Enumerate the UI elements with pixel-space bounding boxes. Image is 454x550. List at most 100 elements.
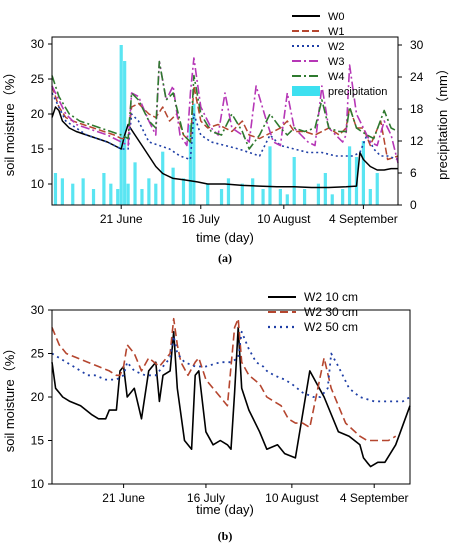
precip-bar: [119, 45, 123, 205]
panel-label: (a): [218, 251, 232, 265]
precip-bar: [341, 189, 345, 205]
legend-label: W2 50 cm: [304, 320, 358, 334]
legend: W0 W1 W2 W3 W4 precipitation: [292, 11, 387, 98]
series-lines: [51, 57, 399, 189]
precip-bar: [375, 173, 379, 205]
y2-tick-label: 18: [410, 102, 424, 116]
legend-swatch: [292, 86, 320, 96]
legend-label: W2 30 cm: [304, 305, 358, 319]
y-tick-label: 15: [31, 142, 45, 156]
y-tick-label: 25: [31, 347, 45, 361]
precip-bar: [109, 183, 113, 205]
y-tick-label: 20: [31, 390, 45, 404]
series-line-w4: [51, 60, 399, 150]
precip-bar: [181, 178, 186, 205]
y-tick-label: 30: [31, 303, 45, 317]
series-line-w2-30-cm: [51, 317, 397, 442]
legend-label: W3: [328, 56, 345, 68]
x-tick-label: 16 July: [187, 491, 225, 505]
x-axis-label: time (day): [196, 230, 254, 245]
plot-frame: [51, 36, 399, 206]
y-axis-right: 0 6 12 18 24 30: [398, 38, 424, 212]
precip-bar: [140, 189, 144, 205]
precip-bar: [192, 103, 196, 205]
precip-bar: [292, 157, 296, 205]
y2-tick-label: 30: [410, 38, 424, 52]
series-line-w2: [51, 92, 399, 161]
x-tick-label: 10 August: [257, 212, 311, 226]
x-tick-label: 4 September: [340, 491, 409, 505]
legend-label: precipitation: [328, 86, 387, 98]
precip-bar: [91, 189, 96, 205]
series-line-w3: [51, 57, 399, 164]
y-tick-label: 15: [31, 434, 45, 448]
precip-bar: [188, 125, 192, 205]
precip-bar: [126, 183, 130, 205]
y-tick-label: 10: [31, 477, 45, 491]
y-tick-label: 10: [31, 177, 45, 191]
x-tick-label: 16 July: [182, 212, 220, 226]
x-tick-label: 10 August: [265, 491, 319, 505]
y2-axis-label: precipitation（mm）: [435, 62, 450, 180]
y2-tick-label: 24: [410, 70, 424, 84]
legend-label: W0: [328, 11, 345, 23]
precip-bar: [261, 189, 265, 205]
y-axis-left: 10 15 20 25 30: [31, 37, 52, 191]
precip-bar: [161, 151, 165, 205]
precip-bar: [361, 141, 365, 205]
x-tick-label: 21 June: [100, 212, 143, 226]
precip-bar: [116, 189, 120, 205]
series-line-w2-10-cm: [51, 326, 411, 468]
precip-bar: [171, 167, 175, 205]
x-tick-label: 4 September: [329, 212, 398, 226]
x-axis-label: time (day): [196, 502, 254, 517]
precip-bar: [347, 146, 352, 205]
precip-bar: [219, 189, 224, 205]
series-line-w1: [51, 85, 399, 161]
precip-bar: [81, 178, 85, 205]
series-lines: [51, 317, 411, 468]
x-axis: 21 June 16 July 10 August 4 September: [102, 484, 409, 505]
legend-label: W1: [328, 26, 345, 38]
precip-bar: [53, 173, 58, 205]
y-axis-label: soil moisture（%）: [2, 342, 17, 453]
precip-bar: [278, 189, 282, 205]
precip-bar: [154, 183, 158, 205]
panel-label: (b): [218, 529, 233, 543]
y-axis-left: 10 15 20 25 30: [31, 303, 52, 491]
chart-a: 10 15 20 25 30 0 6 12 18 24 30 21 June 16 July 10 A…: [2, 11, 450, 265]
precip-bar: [133, 162, 137, 205]
series-line-w2-50-cm: [51, 330, 411, 403]
precip-bar: [147, 178, 151, 205]
y-tick-label: 20: [31, 107, 45, 121]
x-tick-label: 21 June: [102, 491, 145, 505]
legend-label: W2: [328, 41, 345, 53]
y-tick-label: 25: [31, 72, 45, 86]
chart-b: 10 15 20 25 30 21 June 16 July 10 August 4 Sept…: [2, 290, 411, 543]
y2-tick-label: 6: [410, 166, 417, 180]
precip-bar: [302, 189, 307, 205]
legend-label: W4: [328, 71, 345, 83]
precip-bar: [60, 178, 64, 205]
precip-bar: [71, 183, 75, 205]
legend-label: W2 10 cm: [304, 290, 358, 304]
y-axis-label: soil moisture（%）: [2, 66, 17, 177]
series-line-w0: [51, 106, 398, 189]
precip-bar: [102, 173, 106, 205]
precip-bar: [368, 189, 372, 205]
precip-bar: [268, 146, 272, 205]
precip-bar: [251, 178, 255, 205]
precip-bar: [316, 183, 321, 205]
precip-bar: [240, 183, 244, 205]
precip-bar: [285, 194, 289, 205]
y2-tick-label: 12: [410, 134, 424, 148]
precip-bar: [323, 173, 327, 205]
y2-tick-label: 0: [410, 198, 417, 212]
precip-bar: [206, 183, 210, 205]
x-axis: 21 June 16 July 10 August 4 September: [100, 205, 398, 226]
y-tick-label: 30: [31, 37, 45, 51]
precip-bar: [226, 178, 231, 205]
plot-frame: [51, 309, 411, 485]
precip-bar: [330, 194, 334, 205]
